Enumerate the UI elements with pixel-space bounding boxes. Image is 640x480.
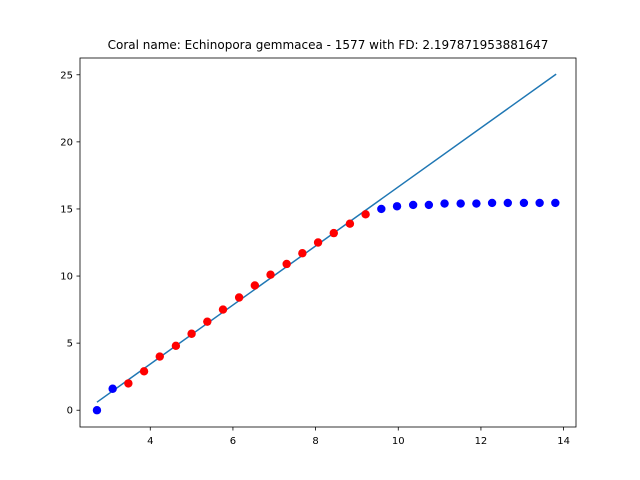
x-tick-label: 12 [475, 436, 488, 447]
x-tick-label: 8 [312, 436, 318, 447]
blue-data-point [424, 200, 434, 210]
y-tick-label: 10 [60, 272, 73, 283]
y-tick-label: 5 [67, 339, 73, 350]
red-data-point [266, 270, 275, 279]
blue-data-point [519, 198, 529, 208]
y-tick-label: 20 [60, 137, 73, 148]
chart-title: Coral name: Echinopora gemmacea - 1577 w… [108, 38, 549, 52]
red-data-point [298, 249, 307, 258]
axes: 4 6 8 10 12 14 0 5 10 15 20 25 [60, 57, 577, 447]
x-tick-label: 4 [147, 436, 153, 447]
blue-data-point [535, 198, 544, 208]
blue-data-point [472, 199, 481, 208]
red-data-point [124, 379, 133, 388]
red-data-point [187, 329, 196, 338]
blue-data-point [551, 198, 560, 208]
red-data-point [313, 238, 323, 247]
red-data-point [250, 281, 260, 290]
x-tick-label: 10 [392, 436, 405, 447]
red-data-point [282, 259, 291, 269]
red-data-point [218, 305, 228, 314]
red-data-point [155, 352, 164, 361]
blue-data-point [456, 199, 465, 208]
x-tick-label: 6 [230, 436, 236, 447]
y-tick-label: 25 [60, 70, 73, 81]
x-tick-label: 14 [557, 436, 570, 447]
blue-data-point [92, 406, 102, 415]
red-data-point [234, 293, 244, 302]
blue-data-point [487, 198, 497, 208]
red-data-point [203, 317, 212, 326]
fit-line [96, 73, 557, 403]
blue-data-point [392, 202, 402, 211]
red-data-point [139, 367, 149, 376]
red-data-point [345, 219, 355, 228]
blue-data-point [377, 204, 386, 214]
red-data-point [329, 228, 338, 238]
plot-marks [92, 73, 560, 415]
red-data-point [171, 341, 181, 351]
blue-data-point [408, 200, 418, 210]
axes-frame [79, 57, 577, 428]
blue-data-point [503, 198, 512, 208]
blue-data-point [108, 384, 117, 393]
y-tick-label: 0 [67, 406, 73, 417]
y-tick-label: 15 [60, 204, 73, 215]
blue-data-point [440, 199, 449, 208]
red-data-point [361, 210, 370, 219]
